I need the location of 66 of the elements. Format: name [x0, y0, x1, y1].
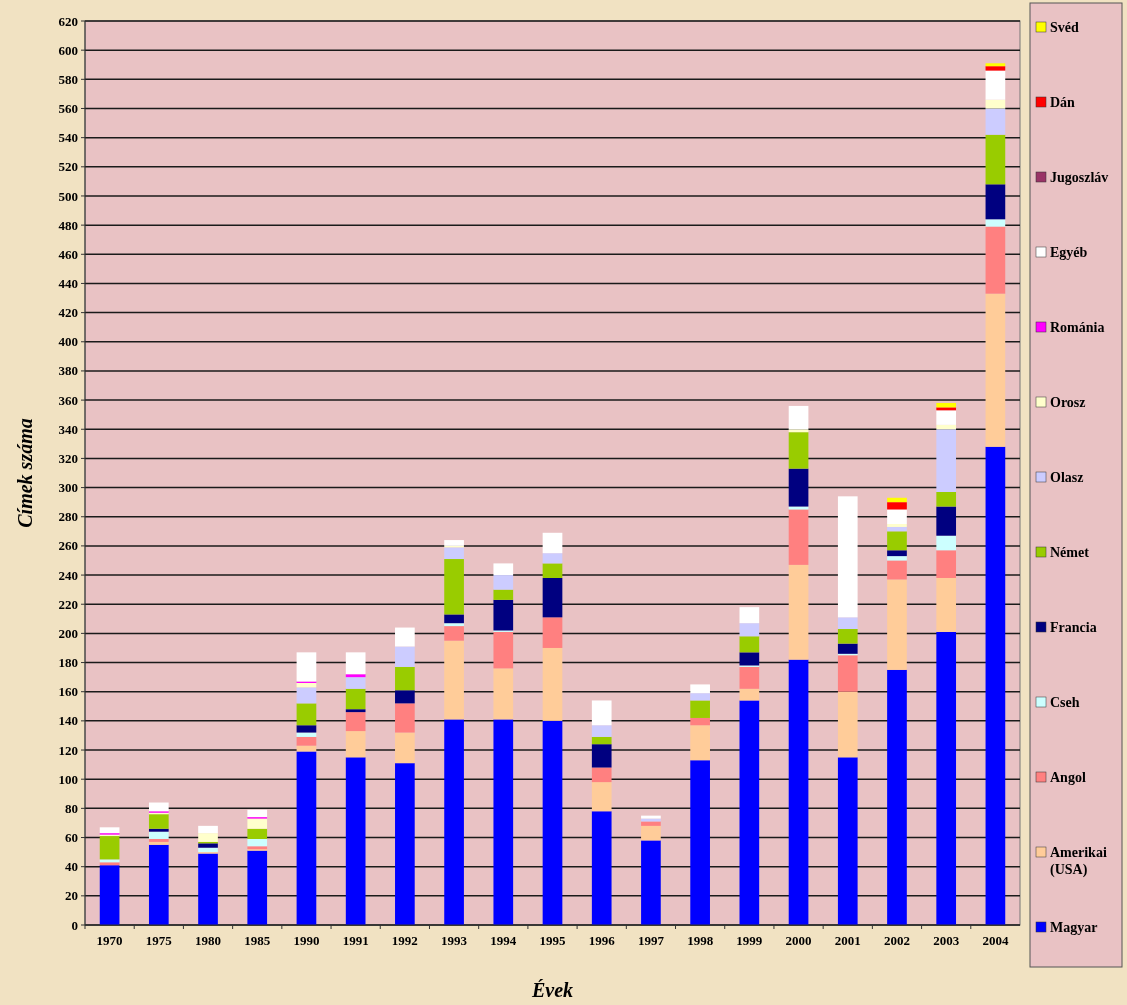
legend-label: Magyar [1050, 919, 1098, 935]
legend-label: Angol [1050, 769, 1086, 785]
x-tick-label: 2003 [933, 933, 960, 948]
x-tick-label: 2004 [982, 933, 1009, 948]
y-tick-label: 520 [58, 159, 78, 175]
y-tick-label: 420 [58, 305, 78, 321]
legend-label: Egyéb [1050, 244, 1088, 260]
y-tick-label: 460 [58, 246, 78, 262]
y-tick-label: 580 [58, 71, 78, 87]
y-tick-label: 80 [65, 800, 78, 816]
y-tick-label: 20 [65, 888, 78, 904]
x-tick-label: 1980 [195, 933, 222, 948]
legend-label: Dán [1050, 94, 1076, 110]
y-tick-label: 240 [58, 567, 78, 583]
y-tick-label: 360 [58, 392, 78, 408]
x-tick-label: 1995 [539, 933, 566, 948]
y-tick-label: 320 [58, 450, 78, 466]
y-tick-label: 480 [58, 217, 78, 233]
y-tick-label: 0 [71, 917, 78, 933]
y-tick-label: 200 [58, 625, 78, 641]
legend-label: Német [1050, 544, 1090, 560]
y-tick-label: 120 [58, 742, 78, 758]
y-tick-label: 140 [58, 713, 78, 729]
y-tick-label: 260 [58, 538, 78, 554]
x-tick-label: 2000 [785, 933, 812, 948]
x-tick-label: 1996 [588, 933, 616, 948]
y-tick-label: 60 [65, 830, 78, 846]
y-tick-label: 180 [58, 655, 78, 671]
x-tick-label: 1991 [342, 933, 369, 948]
x-tick-label: 2002 [883, 933, 910, 948]
y-tick-label: 220 [58, 596, 78, 612]
y-tick-label: 440 [58, 276, 78, 291]
y-tick-label: 40 [65, 859, 78, 875]
legend-label: Svéd [1050, 19, 1079, 35]
x-tick-label: 1975 [145, 933, 173, 948]
x-tick-label: 2001 [834, 933, 861, 948]
legend-label: Románia [1050, 319, 1105, 335]
y-tick-label: 280 [58, 509, 78, 525]
y-tick-label: 600 [58, 42, 78, 58]
x-tick-label: 1997 [637, 933, 665, 948]
x-tick-label: 1994 [490, 933, 517, 948]
y-tick-label: 500 [58, 188, 78, 204]
y-tick-label: 400 [58, 334, 78, 350]
x-axis-title: Évek [530, 979, 574, 1001]
legend-label: Francia [1050, 619, 1097, 635]
y-tick-label: 380 [58, 363, 78, 379]
legend-label: Cseh [1050, 694, 1080, 710]
y-tick-label: 540 [58, 130, 78, 146]
y-axis-title: Címek száma [14, 418, 36, 528]
legend-label: Olasz [1050, 469, 1084, 485]
legend-label: Orosz [1050, 394, 1086, 410]
x-tick-label: 1990 [293, 933, 320, 948]
x-tick-label: 1985 [244, 933, 271, 948]
y-tick-label: 300 [58, 480, 78, 496]
y-tick-label: 560 [58, 101, 78, 117]
legend-label: Jugoszláv [1050, 169, 1109, 185]
x-tick-label: 1993 [441, 933, 468, 948]
y-tick-label: 100 [58, 771, 78, 787]
legend-label: Amerikai (USA) [1050, 844, 1107, 878]
x-tick-label: 1992 [391, 933, 418, 948]
x-tick-label: 1998 [687, 933, 714, 948]
x-tick-label: 1970 [96, 933, 123, 948]
y-tick-label: 620 [58, 13, 78, 29]
y-tick-label: 340 [58, 421, 78, 437]
y-tick-label: 160 [58, 684, 78, 700]
x-tick-label: 1999 [736, 933, 763, 948]
